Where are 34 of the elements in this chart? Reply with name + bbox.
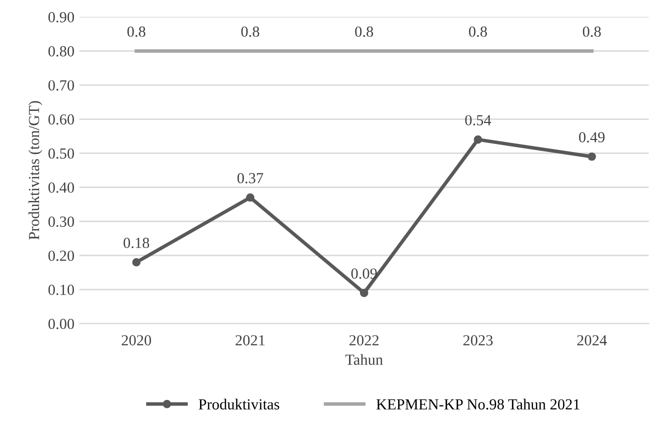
- legend-label: Produktivitas: [198, 398, 280, 410]
- x-tick-label: 2024: [577, 335, 607, 346]
- point: [474, 135, 482, 144]
- y-tick-label: 0.30: [48, 216, 74, 227]
- y-tick-label: 0.50: [48, 148, 74, 159]
- data-label: 0.8: [582, 26, 601, 37]
- data-label: 0.18: [124, 238, 150, 248]
- point: [588, 152, 596, 161]
- legend-label: KEPMEN-KP No.98 Tahun 2021: [376, 398, 580, 410]
- y-tick-label: 0.80: [48, 46, 74, 57]
- point: [132, 258, 141, 266]
- x-tick-label: 2021: [236, 335, 265, 346]
- y-tick-label: 0.20: [48, 250, 74, 261]
- x-axis-title: Tahun: [345, 354, 383, 365]
- x-tick-label: 2022: [349, 335, 379, 346]
- data-label: 0.54: [465, 115, 492, 126]
- y-tick-label: 0.90: [48, 12, 74, 22]
- data-label: 0.8: [127, 26, 146, 37]
- y-tick-label: 0.10: [48, 284, 74, 296]
- data-label: 0.8: [241, 26, 260, 37]
- y-tick-label: 0.70: [48, 80, 74, 91]
- y-tick-label: 0.40: [48, 182, 74, 193]
- y-tick-label: 0.60: [48, 114, 74, 125]
- y-axis-title: Produktivitas (ton/GT): [28, 101, 42, 240]
- point: [246, 193, 254, 202]
- data-label: 0.09: [351, 268, 377, 279]
- x-tick-label: 2020: [122, 335, 152, 346]
- point: [360, 288, 368, 298]
- data-label: 0.37: [237, 172, 264, 184]
- y-tick-label: 0.00: [48, 318, 74, 330]
- x-tick-label: 2023: [463, 335, 493, 346]
- data-label: 0.49: [579, 132, 605, 142]
- data-label: 0.8: [469, 26, 487, 37]
- data-label: 0.8: [355, 26, 374, 37]
